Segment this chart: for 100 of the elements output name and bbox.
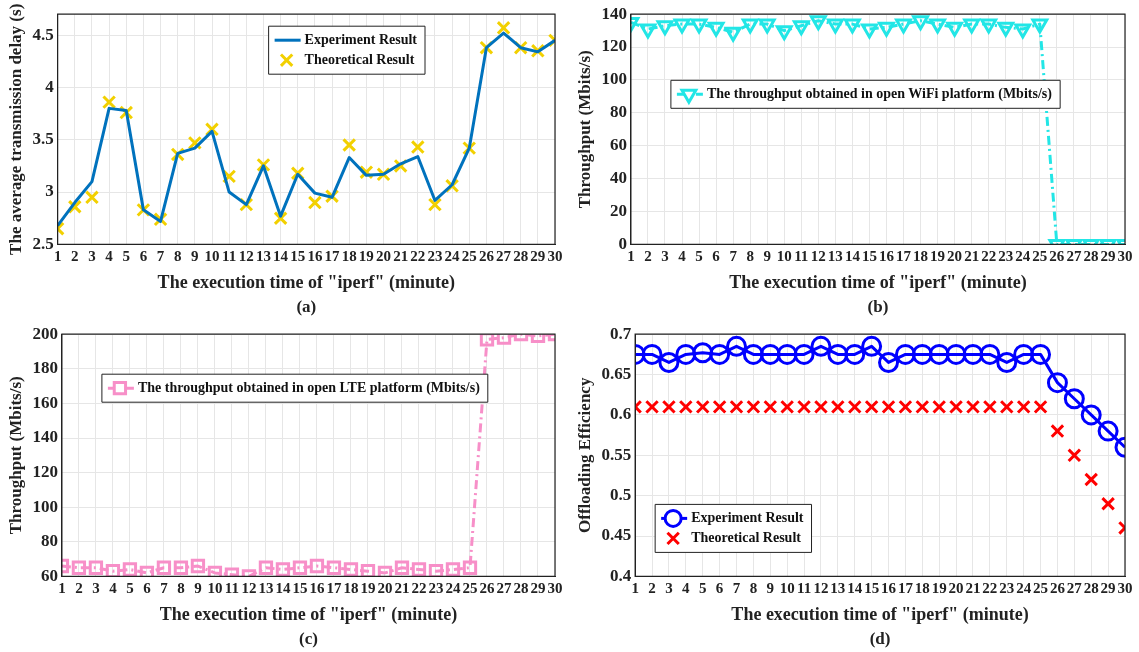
y-tick-label: 0 [618,233,627,253]
point [929,18,947,34]
point [377,565,393,577]
y-tick-label: 0.45 [601,525,632,545]
x-tick-label: 3 [665,580,673,597]
x-tick-label: 22 [411,580,427,597]
x-tick-label: 6 [139,248,148,265]
y-tick-label: 80 [40,531,58,551]
point [1013,343,1035,365]
y-tick-label: 140 [32,427,58,447]
y-tick-label: 180 [32,358,58,378]
point [894,343,916,365]
point [776,343,798,365]
x-tick-label: 3 [92,580,100,597]
point [678,399,693,415]
y-tick-label: 200 [32,323,58,343]
x-tick-label: 17 [326,580,342,597]
point [911,343,933,365]
x-tick-label: 11 [794,248,809,265]
x-tick-label: 12 [810,248,826,265]
point [759,343,781,365]
x-tick-label: 23 [999,580,1015,597]
x-tick-label: 9 [191,248,199,265]
point [932,399,947,415]
point [895,18,912,34]
point [843,18,861,34]
point [326,560,342,575]
point [758,18,776,34]
point [101,94,117,110]
point [726,335,747,357]
point [360,564,376,577]
x-tick-label: 11 [222,248,237,265]
point [1063,388,1085,410]
point [207,565,223,577]
legend-label: Experiment Result [691,510,804,526]
x-tick-label: 15 [292,580,308,597]
y-tick-label: 0.7 [609,323,632,343]
point [644,399,660,415]
x-tick-label: 25 [462,580,478,597]
x-tick-label: 27 [1066,248,1082,265]
point [1016,399,1031,415]
y-tick-label: 80 [609,102,627,122]
y-tick-label: 3.5 [32,129,54,149]
point [792,20,810,36]
point [71,560,87,575]
y-tick-label: 160 [32,392,58,412]
point [445,562,461,577]
y-tick-label: 0.5 [609,485,632,505]
x-tick-label: 3 [88,248,96,265]
legend-label: The throughput obtained in open LTE platform (Mbits/s) [137,379,481,396]
y-tick-label: 20 [609,200,627,220]
x-tick-label: 4 [682,580,691,597]
point [641,343,663,365]
x-tick-label: 30 [547,248,563,265]
point [945,343,967,365]
point [658,351,680,373]
x-tick-label: 5 [126,580,134,597]
point [830,399,845,415]
point [864,399,879,415]
x-tick-label: 24 [1015,248,1031,265]
point [775,25,793,41]
point [1033,399,1048,415]
point [343,562,359,577]
point [156,560,172,575]
x-tick-label: 20 [377,580,393,597]
x-tick-label: 23 [427,248,443,265]
y-axis-title: The average transmission delay (s) [5,3,25,255]
point [675,343,697,365]
x-tick-label: 16 [878,248,895,265]
x-tick-label: 23 [998,248,1014,265]
x-tick-label: 19 [360,580,376,597]
x-tick-label: 5 [695,248,703,265]
x-tick-label: 11 [796,580,812,597]
y-tick-label: 0.55 [601,444,632,464]
point [948,399,964,415]
point [411,562,427,577]
point [881,399,896,415]
x-tick-label: 3 [661,248,669,265]
y-axis-title: Throughput (Mbits/s) [574,50,594,209]
point [656,20,674,36]
x-tick-label: 21 [964,248,980,265]
y-tick-label: 100 [32,496,58,516]
x-tick-label: 17 [896,248,912,265]
x-tick-label: 28 [513,248,529,265]
x-tick-label: 6 [712,248,721,265]
y-tick-label: 0.6 [609,404,632,424]
y-tick-label: 120 [601,36,627,56]
point [709,343,731,365]
line-series [61,334,555,577]
point [809,15,827,31]
point [690,18,708,34]
x-tick-label: 6 [143,580,152,597]
x-tick-label: 20 [376,248,391,265]
y-axis-title: Offloading Efficiency [574,377,594,533]
x-axis-title: The execution time of "iperf" (minute) [729,271,1027,293]
x-tick-label: 20 [947,248,963,265]
point [963,18,981,34]
y-tick-label: 4.5 [32,24,54,44]
x-tick-label: 27 [496,248,512,265]
y-tick-label: 0.4 [609,565,632,585]
